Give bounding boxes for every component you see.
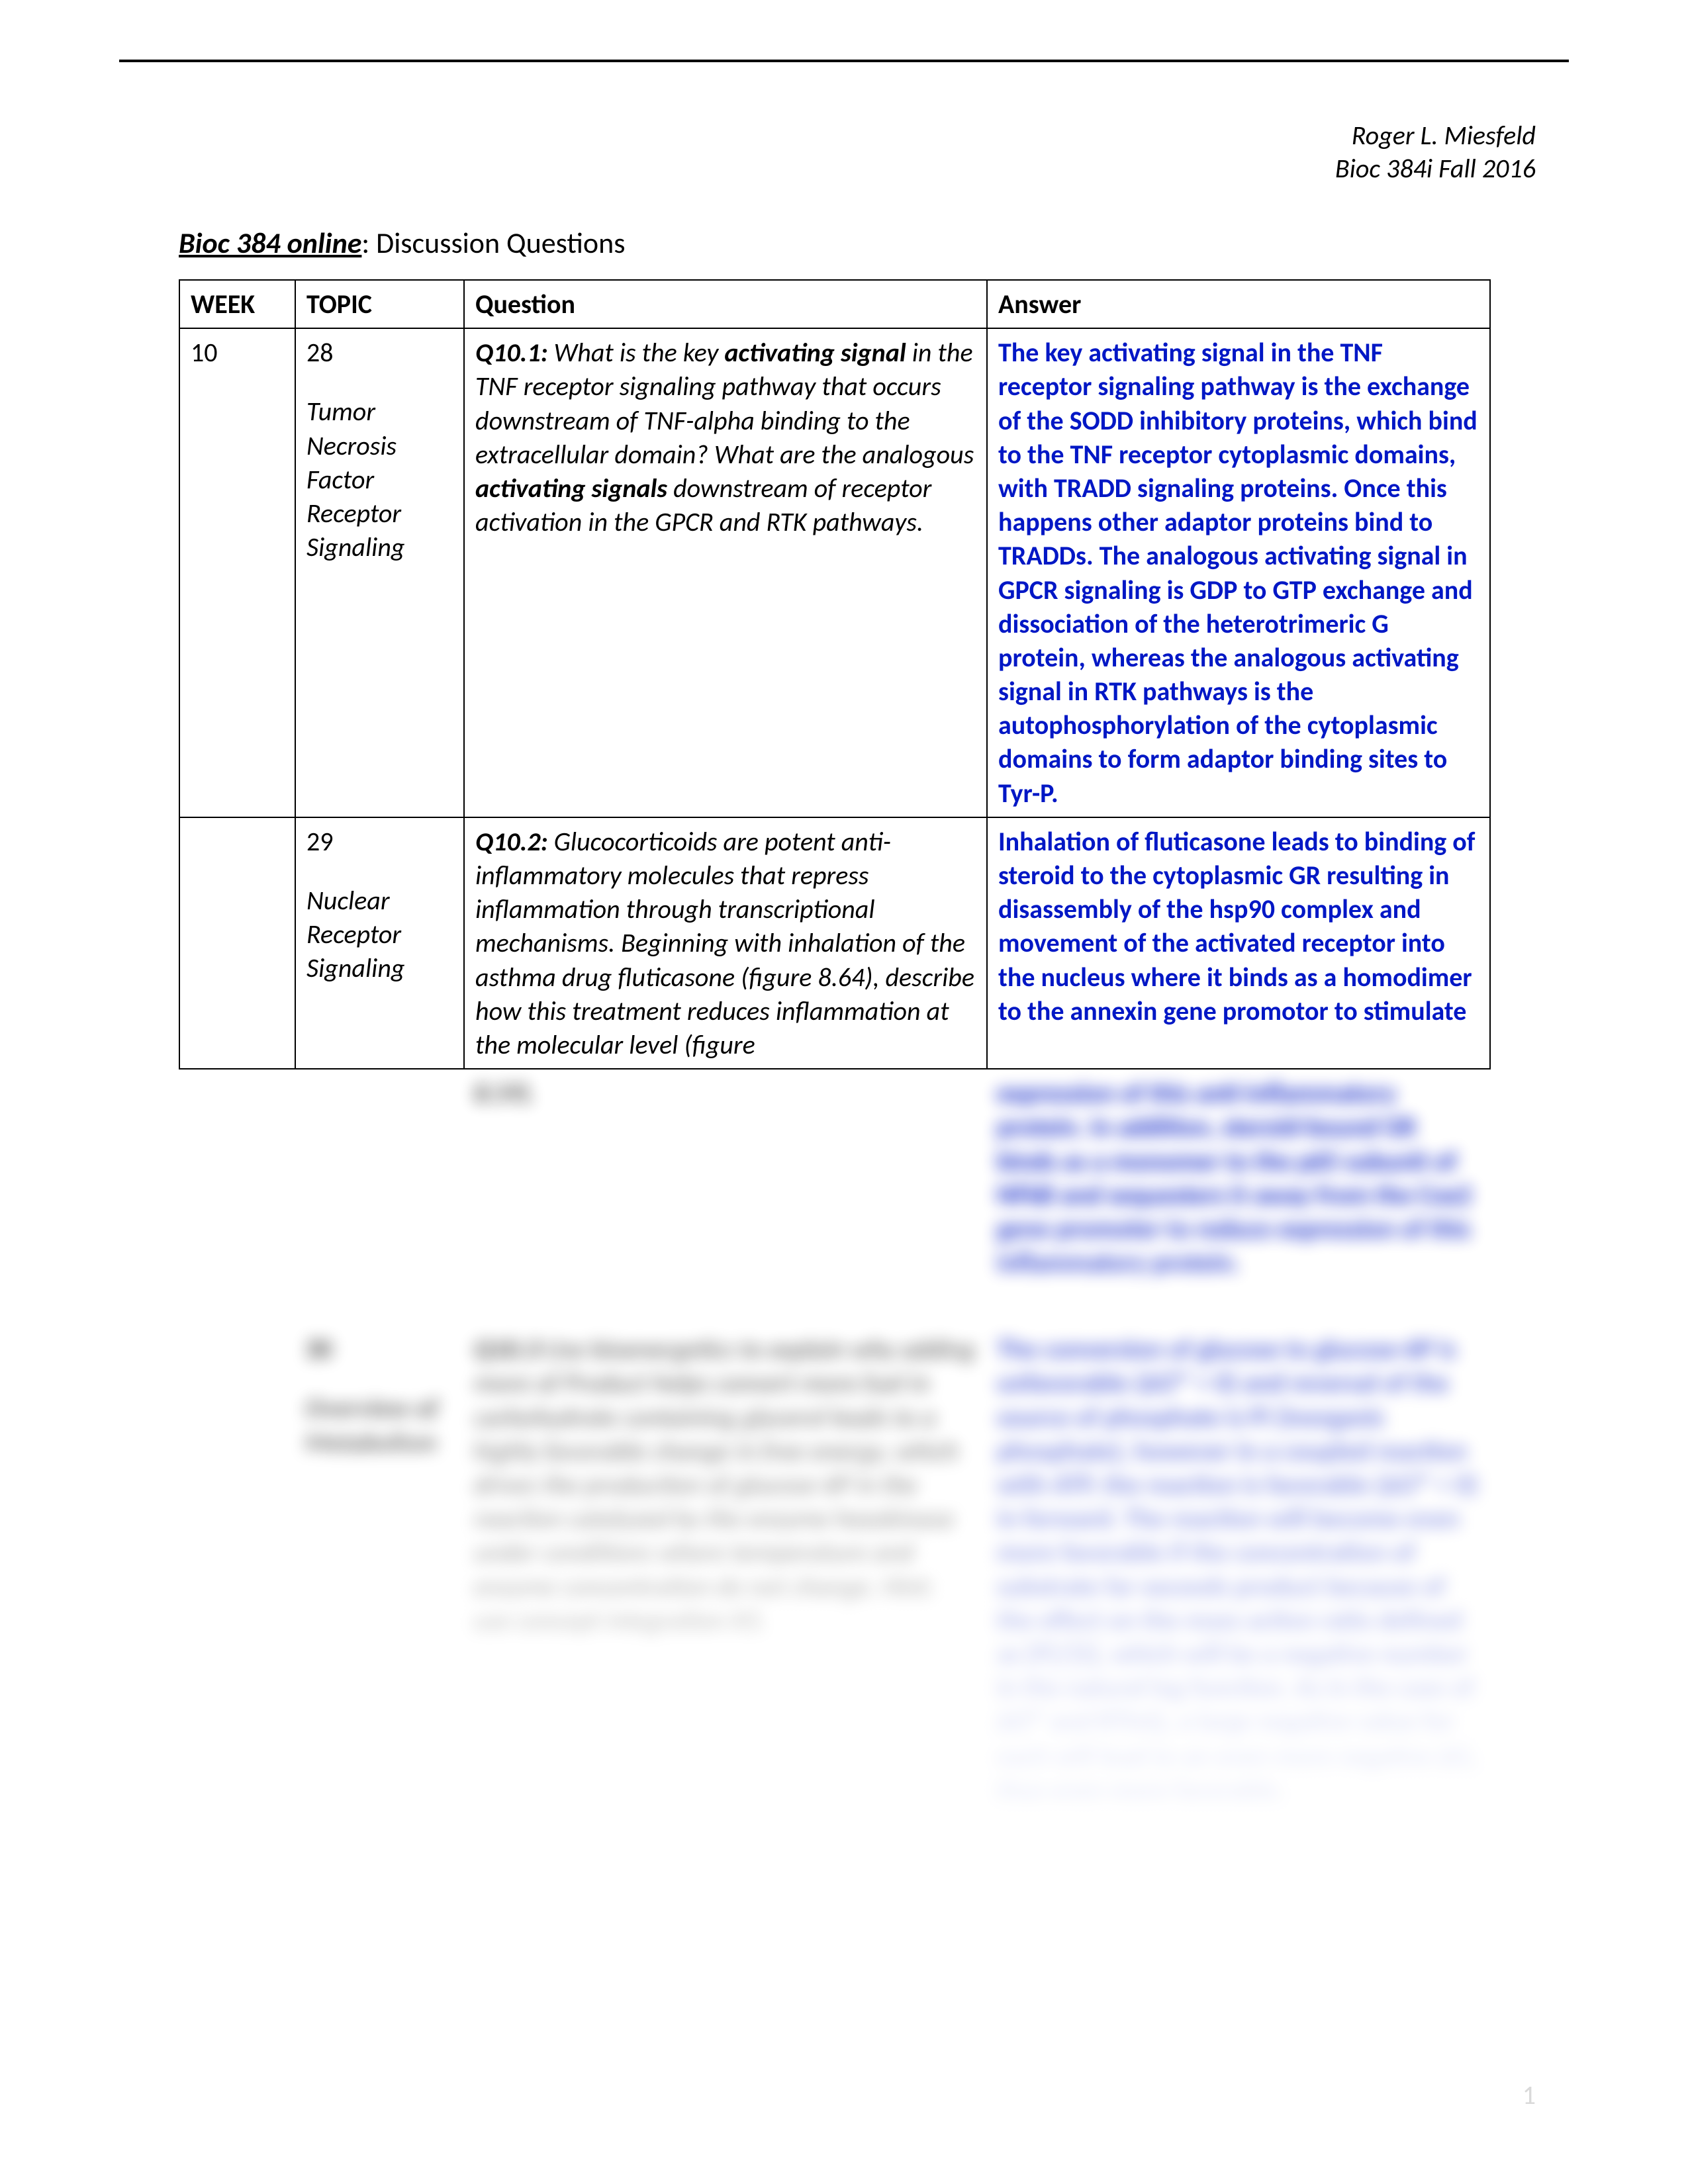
col-week: WEEK xyxy=(179,280,295,328)
question-body-blurred: Use bioenergetics to explain why adding … xyxy=(474,1333,975,1637)
page-title: Bioc 384 online: Discussion Questions xyxy=(179,225,1536,261)
blurred-table: 8.59). expression of this anti-inflammat… xyxy=(179,1069,1489,1813)
cell-topic: 28 Tumor Necrosis Factor Receptor Signal… xyxy=(295,328,464,817)
question-body-blurred: 8.59). xyxy=(474,1077,536,1109)
course-line: Bioc 384i Fall 2016 xyxy=(152,152,1536,185)
cell-week: 10 xyxy=(179,328,295,817)
question-strong: activating signal xyxy=(724,336,906,369)
table-row: 10 28 Tumor Necrosis Factor Receptor Sig… xyxy=(179,328,1490,817)
col-question: Question xyxy=(464,280,987,328)
topic-number-blurred: 30 xyxy=(305,1332,453,1366)
table-row: 30 Overview of Metabolism Q10.3 Use bioe… xyxy=(179,1326,1489,1813)
page-number: 1 xyxy=(1523,2079,1536,2111)
topic-number: 29 xyxy=(306,825,453,858)
page: Roger L. Miesfeld Bioc 384i Fall 2016 Bi… xyxy=(0,0,1688,2184)
cell-week xyxy=(179,817,295,1069)
cell-question: Q10.1: What is the key activating signal… xyxy=(464,328,987,817)
cell-answer: Inhalation of fluticasone leads to bindi… xyxy=(987,817,1490,1069)
topic-name: Nuclear Receptor Signaling xyxy=(306,884,453,985)
title-rest: : Discussion Questions xyxy=(361,225,625,261)
question-label-blurred: Q10.3 xyxy=(474,1333,539,1365)
question-body: Glucocorticoids are potent anti-inflamma… xyxy=(475,825,974,1061)
question-strong: activating signals xyxy=(475,472,667,504)
col-answer: Answer xyxy=(987,280,1490,328)
discussion-table: WEEK TOPIC Question Answer 10 28 Tumor N… xyxy=(179,279,1491,1069)
blurred-region: 8.59). expression of this anti-inflammat… xyxy=(152,1069,1536,1813)
table-row: 8.59). expression of this anti-inflammat… xyxy=(179,1069,1489,1286)
top-rule xyxy=(119,60,1569,62)
title-strong: Bioc 384 online xyxy=(179,225,361,261)
cell-topic: 29 Nuclear Receptor Signaling xyxy=(295,817,464,1069)
header-block: Roger L. Miesfeld Bioc 384i Fall 2016 xyxy=(152,119,1536,185)
topic-name-blurred: Overview of Metabolism xyxy=(305,1391,453,1459)
author-line: Roger L. Miesfeld xyxy=(152,119,1536,152)
table-row: 29 Nuclear Receptor Signaling Q10.2: Glu… xyxy=(179,817,1490,1069)
cell-answer: The key activating signal in the TNF rec… xyxy=(987,328,1490,817)
cell-question: Q10.2: Glucocorticoids are potent anti-i… xyxy=(464,817,987,1069)
question-label: Q10.2: xyxy=(475,825,548,858)
topic-number: 28 xyxy=(306,336,453,369)
table-header-row: WEEK TOPIC Question Answer xyxy=(179,280,1490,328)
cell-answer-blurred: The conversion of glucose to glucose-6P … xyxy=(986,1326,1489,1813)
question-label: Q10.1: xyxy=(475,336,548,369)
topic-name: Tumor Necrosis Factor Receptor Signaling xyxy=(306,394,453,564)
question-lead: What is the key xyxy=(548,336,725,369)
cell-answer-blurred: expression of this anti-inflammatory pro… xyxy=(986,1069,1489,1286)
col-topic: TOPIC xyxy=(295,280,464,328)
